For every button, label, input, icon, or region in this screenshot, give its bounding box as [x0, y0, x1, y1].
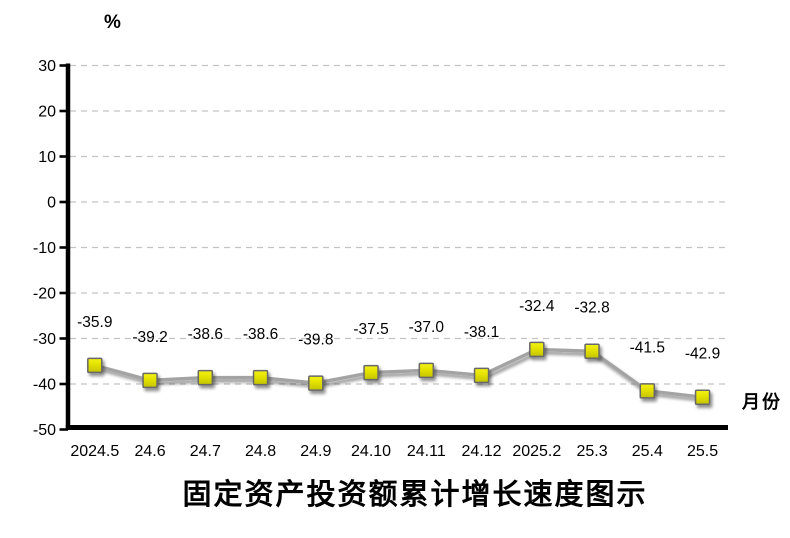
y-axis-tick-labels: 30 20 10 0 -10 -20 -30 -40 -50 [33, 58, 56, 439]
data-point-marker [529, 341, 545, 358]
x-tick-label: 24.6 [134, 443, 165, 460]
data-point-marker [363, 364, 379, 381]
data-point-label: -35.9 [77, 314, 112, 331]
x-tick-label: 24.12 [462, 443, 502, 460]
data-point-marker [252, 369, 269, 386]
x-tick-label: 2025.2 [512, 443, 561, 460]
x-tick-label: 2024.5 [70, 443, 119, 460]
line-series [87, 341, 711, 405]
data-point-marker [87, 357, 103, 374]
data-point-label: -38.1 [464, 324, 499, 341]
y-tick-label: -50 [33, 422, 56, 439]
axes [59, 63, 728, 431]
data-point-marker [694, 389, 711, 405]
data-point-marker [418, 362, 435, 379]
data-point-label: -38.6 [243, 326, 278, 343]
data-point-marker [584, 343, 600, 359]
data-point-label: -42.9 [685, 346, 720, 363]
x-tick-label: 24.10 [351, 443, 391, 460]
data-labels: -35.9 -39.2 -38.6 -38.6 -39.8 -37.5 -37.0 -38.1… [77, 298, 720, 363]
data-point-label: -39.2 [132, 329, 167, 346]
y-tick-label: -20 [33, 286, 56, 303]
y-tick-label: -30 [33, 331, 56, 348]
y-tick-label: 0 [47, 195, 56, 212]
chart-title: 固定资产投资额累计增长速度图示 [182, 479, 648, 511]
x-tick-label: 24.11 [407, 443, 446, 460]
data-point-marker [142, 372, 158, 389]
data-point-label: -32.8 [574, 300, 609, 317]
data-point-marker [473, 367, 490, 384]
y-tick-label: -40 [33, 377, 56, 394]
data-point-label: -41.5 [630, 339, 665, 356]
x-tick-label: 24.7 [190, 443, 221, 460]
x-tick-label: 24.8 [245, 443, 276, 460]
y-tick-label: -10 [33, 240, 56, 257]
data-point-marker [197, 369, 214, 386]
y-tick-label: 30 [38, 58, 56, 75]
data-point-label: -32.4 [519, 298, 555, 315]
x-tick-label: 24.9 [300, 443, 331, 460]
series-line [93, 347, 705, 399]
x-tick-label: 25.4 [632, 443, 663, 460]
data-point-label: -37.0 [409, 319, 445, 336]
data-point-marker [308, 375, 324, 391]
y-tick-label: 10 [38, 149, 56, 166]
y-axis-unit-label: % [104, 12, 121, 33]
y-tick-label: 20 [38, 104, 56, 121]
x-tick-label: 25.5 [687, 443, 718, 460]
x-tick-label: 25.3 [576, 443, 607, 460]
data-point-label: -38.6 [188, 326, 223, 343]
x-axis-tick-labels: 2024.5 24.6 24.7 24.8 24.9 24.10 24.11 24.12 202… [70, 443, 718, 460]
data-point-marker [639, 383, 656, 399]
data-point-label: -37.5 [353, 321, 388, 338]
x-axis-unit-label: 月份 [742, 392, 782, 412]
data-point-label: -39.8 [298, 332, 333, 349]
gridlines [70, 64, 728, 385]
